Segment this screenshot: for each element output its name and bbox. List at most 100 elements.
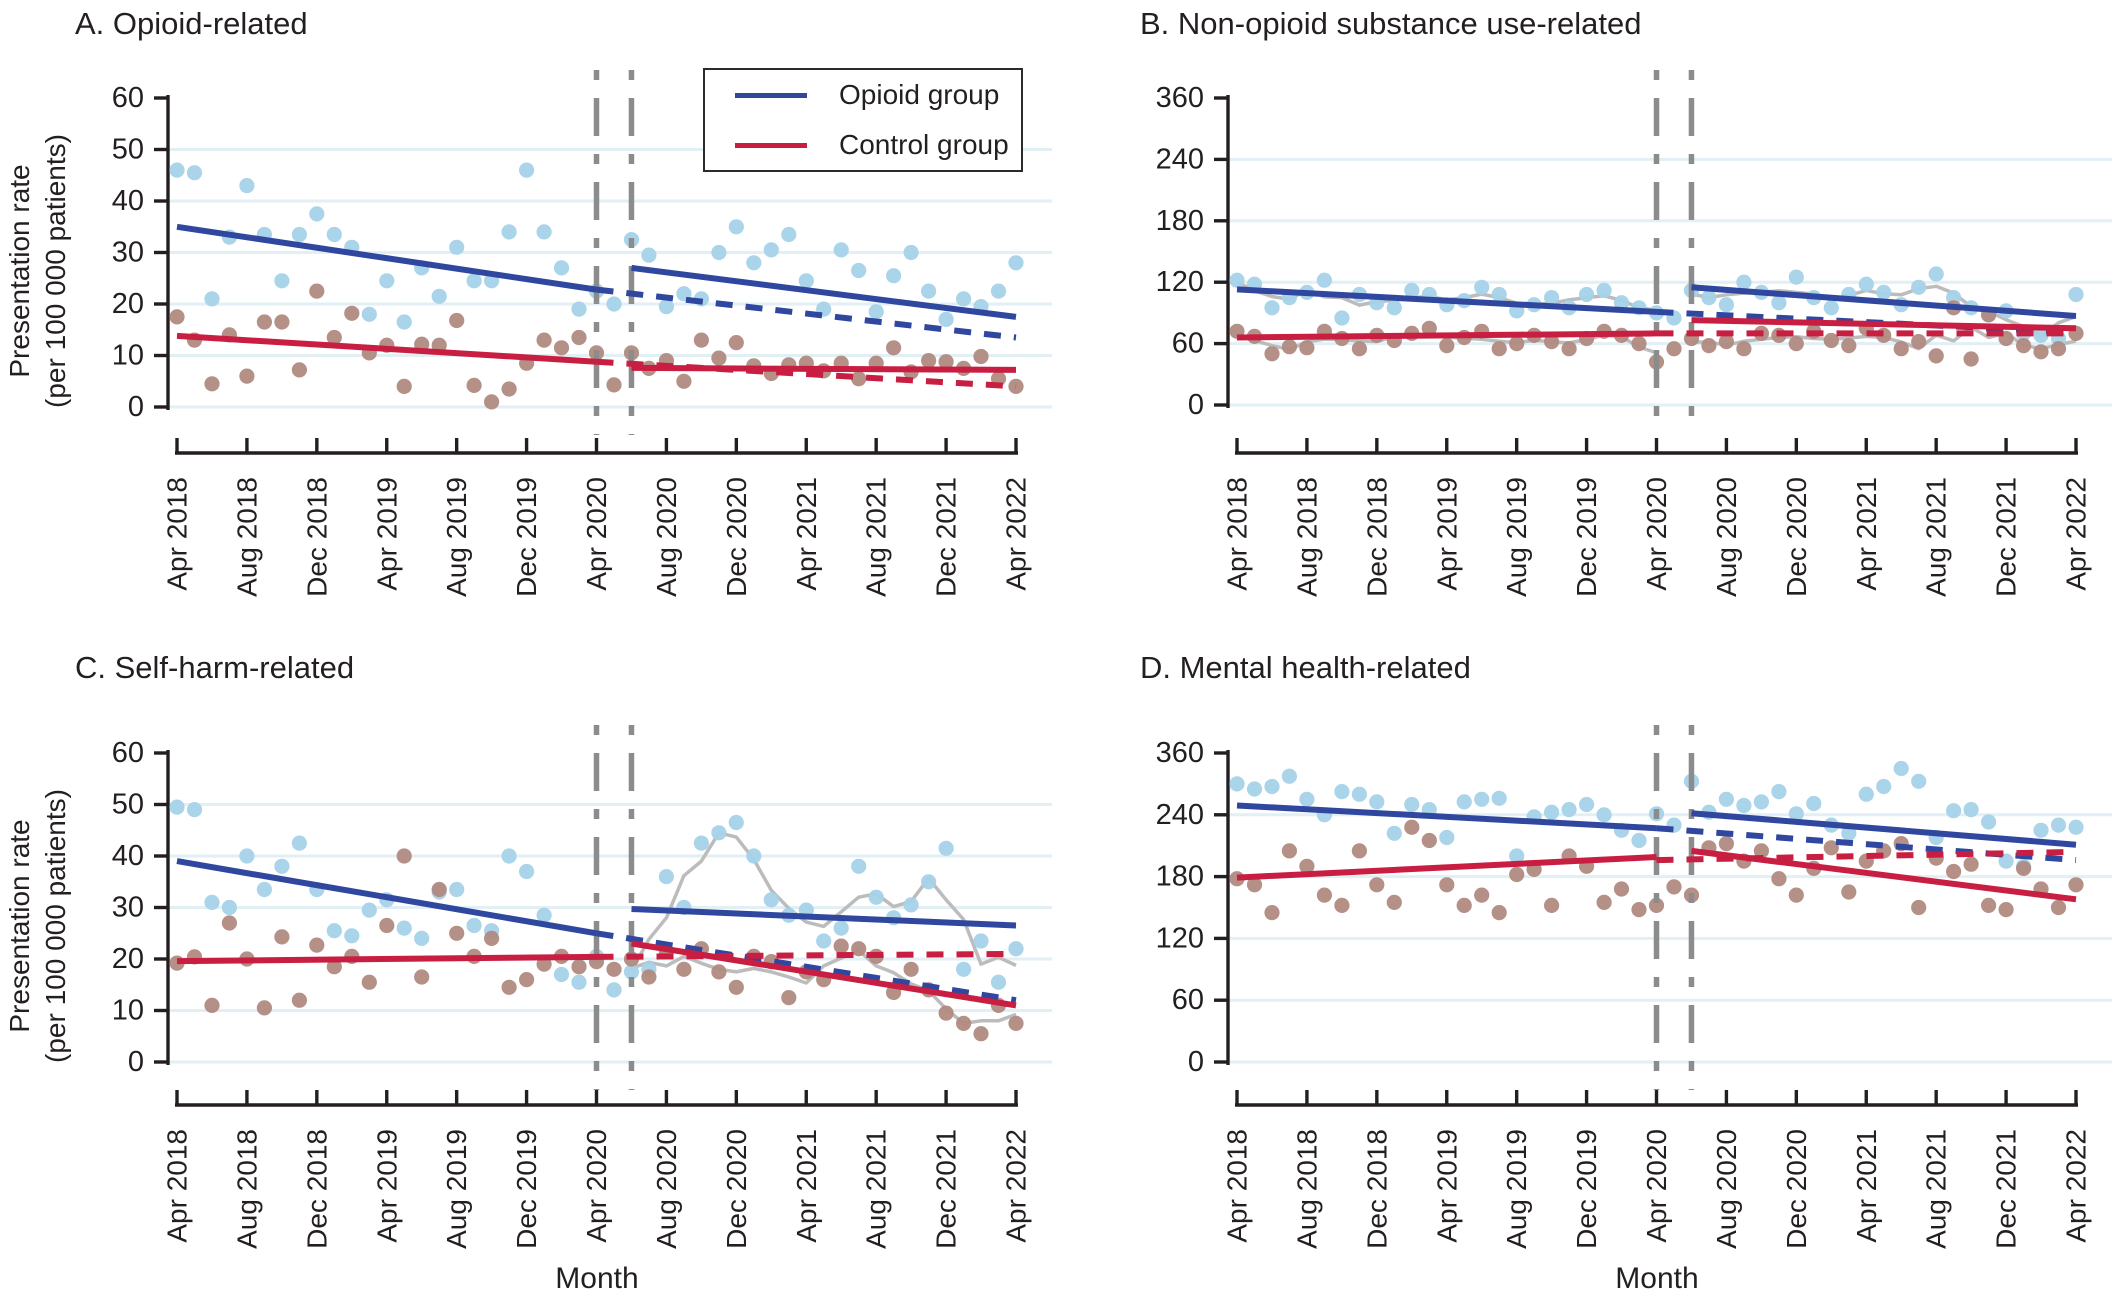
control-point — [1666, 341, 1682, 357]
y-tick-label: 0 — [1188, 389, 1204, 421]
control-point — [1911, 334, 1927, 350]
control-point — [1928, 348, 1944, 364]
control-point — [344, 305, 360, 321]
control-point — [833, 938, 849, 954]
intervention-lines — [1653, 725, 1695, 1090]
legend-label-control: Control group — [839, 129, 1009, 160]
opioid-point — [291, 835, 307, 851]
control-point — [1008, 1015, 1024, 1031]
opioid-trend-solid-post — [631, 906, 1017, 929]
control-point — [1421, 320, 1437, 336]
gridlines — [1228, 813, 2112, 1064]
control-trend-solid-pre — [176, 953, 597, 965]
opioid-point — [1369, 794, 1385, 810]
opioid-point — [833, 920, 849, 936]
control-trend-solid-pre — [1236, 854, 1657, 881]
control-point — [361, 974, 377, 990]
x-axis: Apr 2018 Aug 2018 Dec 2018 Apr 2019 Aug 2019… — [162, 438, 1032, 597]
gridlines — [1228, 157, 2112, 407]
control-point — [1281, 339, 1297, 355]
opioid-point — [1008, 255, 1024, 271]
control-point — [466, 377, 482, 393]
control-point — [553, 340, 570, 356]
control-trend-solid-post — [631, 940, 1017, 1009]
control-point — [1369, 877, 1385, 893]
x-tick-label: Apr 2019 — [1431, 477, 1462, 591]
opioid-point — [921, 874, 937, 890]
x-tick-label: Dec 2021 — [1991, 477, 2022, 597]
x-tick-label: Apr 2022 — [1001, 1129, 1032, 1243]
control-point — [1701, 338, 1717, 354]
control-point — [449, 312, 465, 329]
opioid-point — [1596, 282, 1612, 298]
opioid-point — [868, 304, 884, 320]
opioid-point — [1946, 803, 1962, 819]
control-point — [676, 373, 692, 389]
control-point — [501, 979, 517, 995]
opioid-point — [1596, 807, 1612, 823]
opioid-point — [1456, 794, 1472, 810]
opioid-point — [501, 848, 517, 864]
control-trend-solid-pre — [1236, 330, 1657, 341]
trend-lines — [1236, 284, 2077, 341]
opioid-point — [379, 273, 395, 289]
opioid-point — [326, 923, 342, 939]
opioid-point — [571, 974, 587, 990]
opioid-point — [1736, 274, 1752, 290]
opioid-trend-solid-post — [631, 264, 1017, 320]
opioid-point — [781, 226, 797, 243]
opioid-point — [1788, 806, 1804, 822]
control-point — [1386, 894, 1402, 911]
control-point — [396, 378, 412, 394]
opioid-point — [1841, 825, 1857, 841]
y-tick-label: 10 — [112, 995, 144, 1027]
control-point — [2033, 344, 2049, 360]
control-point — [1264, 346, 1280, 362]
control-point — [1736, 341, 1752, 357]
control-point — [1911, 899, 1927, 916]
y-axis-label-bottom: Presentation rate (per 100 000 patients) — [2, 736, 74, 1116]
control-point — [938, 354, 954, 370]
opioid-trend-solid-post — [1691, 284, 2077, 319]
opioid-point — [938, 311, 954, 327]
opioid-point — [956, 961, 972, 977]
control-point — [2050, 341, 2067, 357]
opioid-point — [973, 933, 989, 949]
x-tick-label: Aug 2021 — [1921, 1129, 1952, 1249]
control-point — [1456, 897, 1472, 914]
control-point — [711, 964, 727, 980]
control-point — [921, 353, 937, 369]
control-point — [1334, 897, 1350, 914]
control-point — [536, 332, 552, 348]
control-point — [519, 972, 535, 988]
x-tick-label: Dec 2018 — [1361, 1129, 1392, 1249]
opioid-point — [956, 291, 972, 307]
y-tick-label: 0 — [1188, 1046, 1204, 1078]
opioid-point — [1876, 284, 1892, 300]
opioid-point — [990, 974, 1007, 990]
opioid-observed-points — [1229, 760, 2084, 874]
control-point — [1788, 336, 1804, 352]
opioid-trend-dashed-post — [1656, 825, 2077, 864]
panel-d-title: D. Mental health-related — [1140, 650, 1471, 685]
x-tick-label: Apr 2018 — [162, 477, 193, 591]
control-point — [1753, 843, 1769, 859]
control-point — [1246, 877, 1263, 893]
y-tick-label: 40 — [112, 840, 144, 872]
opioid-point — [728, 814, 744, 831]
y-tick-label: 20 — [112, 943, 144, 975]
control-point — [309, 283, 325, 299]
x-tick-label: Dec 2020 — [1781, 1129, 1812, 1249]
control-point — [1544, 334, 1560, 350]
x-tick-label: Dec 2018 — [1361, 477, 1392, 597]
control-point — [484, 930, 500, 947]
control-point — [326, 329, 342, 346]
x-tick-label: Dec 2020 — [721, 477, 752, 597]
control-point — [1509, 336, 1525, 352]
y-tick-label: 50 — [112, 789, 144, 821]
control-point — [256, 314, 272, 330]
opioid-point — [1246, 781, 1263, 797]
panel-a-title: A. Opioid-related — [75, 6, 308, 41]
control-point — [274, 314, 290, 330]
